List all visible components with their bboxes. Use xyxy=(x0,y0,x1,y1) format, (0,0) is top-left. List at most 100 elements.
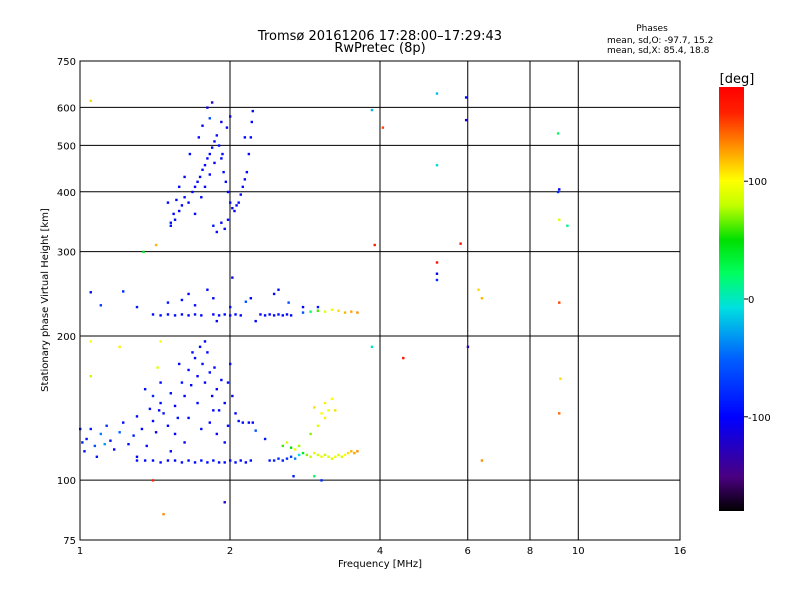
data-point xyxy=(459,242,462,245)
data-point xyxy=(122,290,125,293)
x-tick-label: 10 xyxy=(572,546,585,557)
data-point xyxy=(118,345,121,349)
data-point xyxy=(206,461,209,464)
data-point xyxy=(197,136,201,139)
data-points xyxy=(79,92,569,516)
data-point xyxy=(249,459,253,462)
data-point xyxy=(323,310,327,313)
data-point xyxy=(188,152,192,156)
data-point xyxy=(89,99,92,102)
data-point xyxy=(220,157,223,160)
data-point xyxy=(292,475,295,478)
data-point xyxy=(272,314,276,317)
data-point xyxy=(435,163,439,167)
data-point xyxy=(169,392,173,395)
data-point xyxy=(85,437,88,441)
data-point xyxy=(466,345,470,349)
plot-frame xyxy=(79,60,681,541)
data-point xyxy=(213,140,216,143)
data-point xyxy=(180,381,184,384)
data-point xyxy=(191,351,194,354)
data-point xyxy=(223,501,226,504)
data-point xyxy=(320,455,323,458)
data-point xyxy=(151,459,155,462)
data-point xyxy=(249,136,253,139)
colorbar-tick-label: 0 xyxy=(748,295,754,306)
data-point xyxy=(180,298,184,302)
data-point xyxy=(206,157,209,160)
data-point xyxy=(191,190,194,194)
data-point xyxy=(127,442,130,446)
stats-line-x: mean, sd,X: 85.4, 18.8 xyxy=(607,46,710,56)
data-point xyxy=(558,412,561,415)
data-point xyxy=(89,427,92,431)
data-point xyxy=(245,170,249,174)
data-point xyxy=(217,314,221,317)
data-point xyxy=(224,180,228,184)
data-point xyxy=(251,421,254,424)
data-point xyxy=(156,366,159,369)
data-point xyxy=(157,409,161,412)
data-point xyxy=(244,300,248,303)
data-point xyxy=(370,108,374,112)
data-point xyxy=(187,416,190,420)
data-point xyxy=(176,416,180,420)
data-point xyxy=(281,459,284,462)
data-point xyxy=(159,314,162,317)
data-point xyxy=(203,381,207,384)
data-point xyxy=(151,419,155,423)
data-point xyxy=(193,461,197,464)
data-point xyxy=(210,101,214,104)
data-point xyxy=(183,196,186,199)
data-point xyxy=(225,126,229,129)
data-point xyxy=(231,206,234,210)
data-point xyxy=(327,409,330,412)
data-point xyxy=(142,250,145,254)
data-point xyxy=(293,448,297,451)
data-point xyxy=(220,221,223,224)
data-point xyxy=(297,444,301,448)
data-point xyxy=(208,117,211,120)
data-point xyxy=(305,453,309,457)
data-point xyxy=(208,421,211,424)
y-axis-ticks: 75 100 200 300 400 500 600 750 xyxy=(57,57,76,547)
data-point xyxy=(231,276,234,279)
data-point xyxy=(223,441,226,444)
data-point xyxy=(337,309,340,312)
data-point xyxy=(166,301,170,304)
data-point xyxy=(239,459,242,462)
data-point xyxy=(235,204,238,207)
data-point xyxy=(287,301,290,304)
data-point xyxy=(198,175,202,179)
data-point xyxy=(330,457,334,460)
data-point xyxy=(281,314,284,317)
data-point xyxy=(193,212,197,216)
data-point xyxy=(200,459,203,462)
data-point xyxy=(350,310,353,313)
data-point xyxy=(159,401,162,405)
data-point xyxy=(316,309,320,312)
data-point xyxy=(215,387,219,391)
chart-title: Tromsø 20161206 17:28:00–17:29:43 xyxy=(257,29,502,44)
data-point xyxy=(173,314,177,317)
data-point xyxy=(217,144,221,147)
data-point xyxy=(206,288,209,291)
data-point xyxy=(200,196,203,199)
data-point xyxy=(323,401,327,405)
data-point xyxy=(559,377,562,380)
data-point xyxy=(173,432,177,436)
data-point xyxy=(353,451,356,455)
data-point xyxy=(223,313,226,316)
data-point xyxy=(143,459,147,462)
data-point xyxy=(316,424,320,427)
y-axis-label: Stationary phase Virtual Height [km] xyxy=(40,208,51,392)
data-point xyxy=(187,368,190,372)
data-point xyxy=(330,397,334,400)
data-point xyxy=(309,432,312,436)
colorbar-label: [deg] xyxy=(720,72,755,87)
data-point xyxy=(237,419,240,423)
data-point xyxy=(196,180,199,184)
data-point xyxy=(268,459,271,462)
data-point xyxy=(309,310,312,313)
